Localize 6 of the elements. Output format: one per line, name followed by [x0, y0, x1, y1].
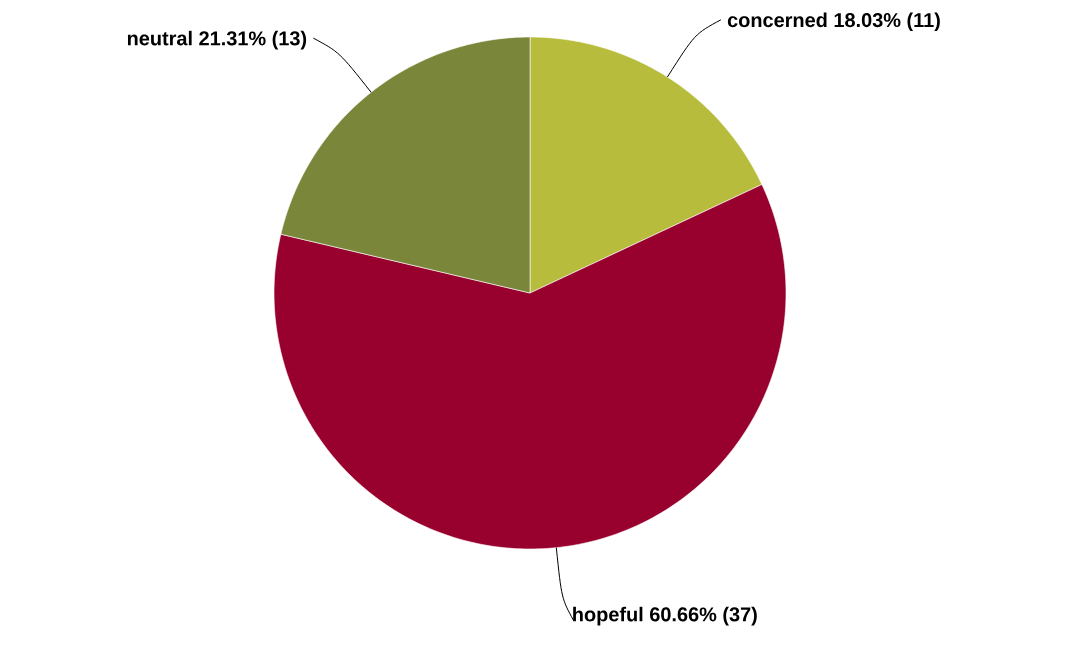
data-label: 18.03% (11)	[834, 12, 940, 32]
slice-label: neutral	[127, 30, 192, 46]
data-label: 21.31% (13)	[199, 30, 307, 50]
data-label: 60.66% (37)	[650, 606, 757, 626]
slice-label: hopeful	[573, 606, 643, 626]
slice-label: concerned	[727, 12, 827, 28]
